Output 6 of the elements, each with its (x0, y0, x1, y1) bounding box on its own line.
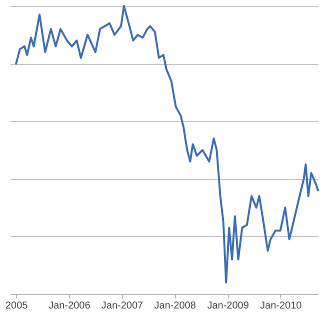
x-tick-label: Jan-2008 (154, 300, 196, 312)
x-tick-label: Jan-2009 (207, 300, 250, 312)
x-tick-label: Jan-2010 (260, 300, 302, 312)
x-tick-label: Jan-2007 (101, 300, 144, 312)
x-tick-label: 2005 (5, 300, 28, 312)
x-tick-label: Jan-2006 (48, 300, 91, 312)
